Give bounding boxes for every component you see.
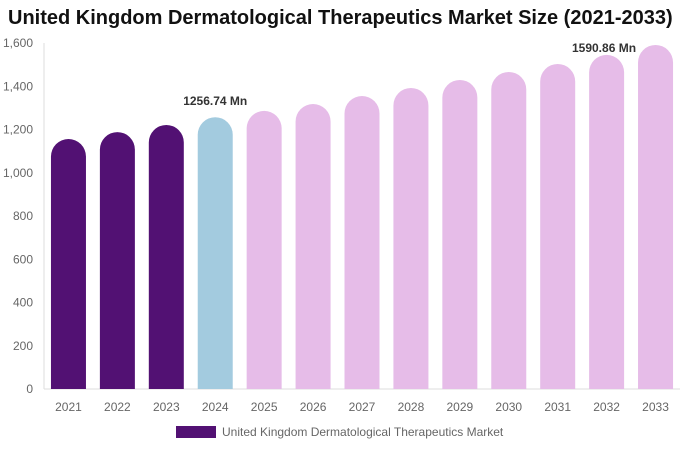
bar-2031 <box>540 63 576 389</box>
x-tick-label: 2031 <box>544 400 571 414</box>
bar-2025 <box>246 110 282 389</box>
x-tick-label: 2025 <box>251 400 278 414</box>
y-tick-label: 1,000 <box>3 166 33 180</box>
y-tick-label: 1,200 <box>3 123 33 137</box>
bar-2024 <box>197 117 233 389</box>
x-tick-label: 2028 <box>398 400 425 414</box>
data-label: 1590.86 Mn <box>572 41 636 55</box>
x-tick-label: 2027 <box>349 400 376 414</box>
x-tick-label: 2024 <box>202 400 229 414</box>
bar-2027 <box>344 95 380 389</box>
y-tick-label: 800 <box>13 209 33 223</box>
y-tick-label: 0 <box>26 382 33 396</box>
y-tick-label: 400 <box>13 296 33 310</box>
y-tick-label: 1,600 <box>3 36 33 50</box>
bar-2030 <box>491 71 527 389</box>
x-tick-label: 2023 <box>153 400 180 414</box>
bar-2023 <box>148 124 184 390</box>
bar-2032 <box>589 54 625 390</box>
x-tick-label: 2032 <box>593 400 620 414</box>
x-tick-label: 2030 <box>495 400 522 414</box>
bar-2022 <box>99 132 135 389</box>
x-tick-label: 2033 <box>642 400 669 414</box>
x-tick-label: 2022 <box>104 400 131 414</box>
x-tick-label: 2026 <box>300 400 327 414</box>
legend-label: United Kingdom Dermatological Therapeuti… <box>222 425 504 439</box>
bar-2029 <box>442 79 478 389</box>
y-tick-label: 600 <box>13 252 33 266</box>
bar-2021 <box>50 139 86 389</box>
bar-2026 <box>295 103 331 390</box>
chart-title: United Kingdom Dermatological Therapeuti… <box>8 7 673 29</box>
y-tick-label: 1,400 <box>3 79 33 93</box>
bar-2033 <box>638 44 674 389</box>
legend-swatch <box>176 426 216 438</box>
legend: United Kingdom Dermatological Therapeuti… <box>176 425 503 439</box>
x-tick-label: 2029 <box>446 400 473 414</box>
y-tick-label: 200 <box>13 339 33 353</box>
bar-2028 <box>393 87 429 389</box>
x-tick-label: 2021 <box>55 400 82 414</box>
data-label: 1256.74 Mn <box>183 94 247 108</box>
